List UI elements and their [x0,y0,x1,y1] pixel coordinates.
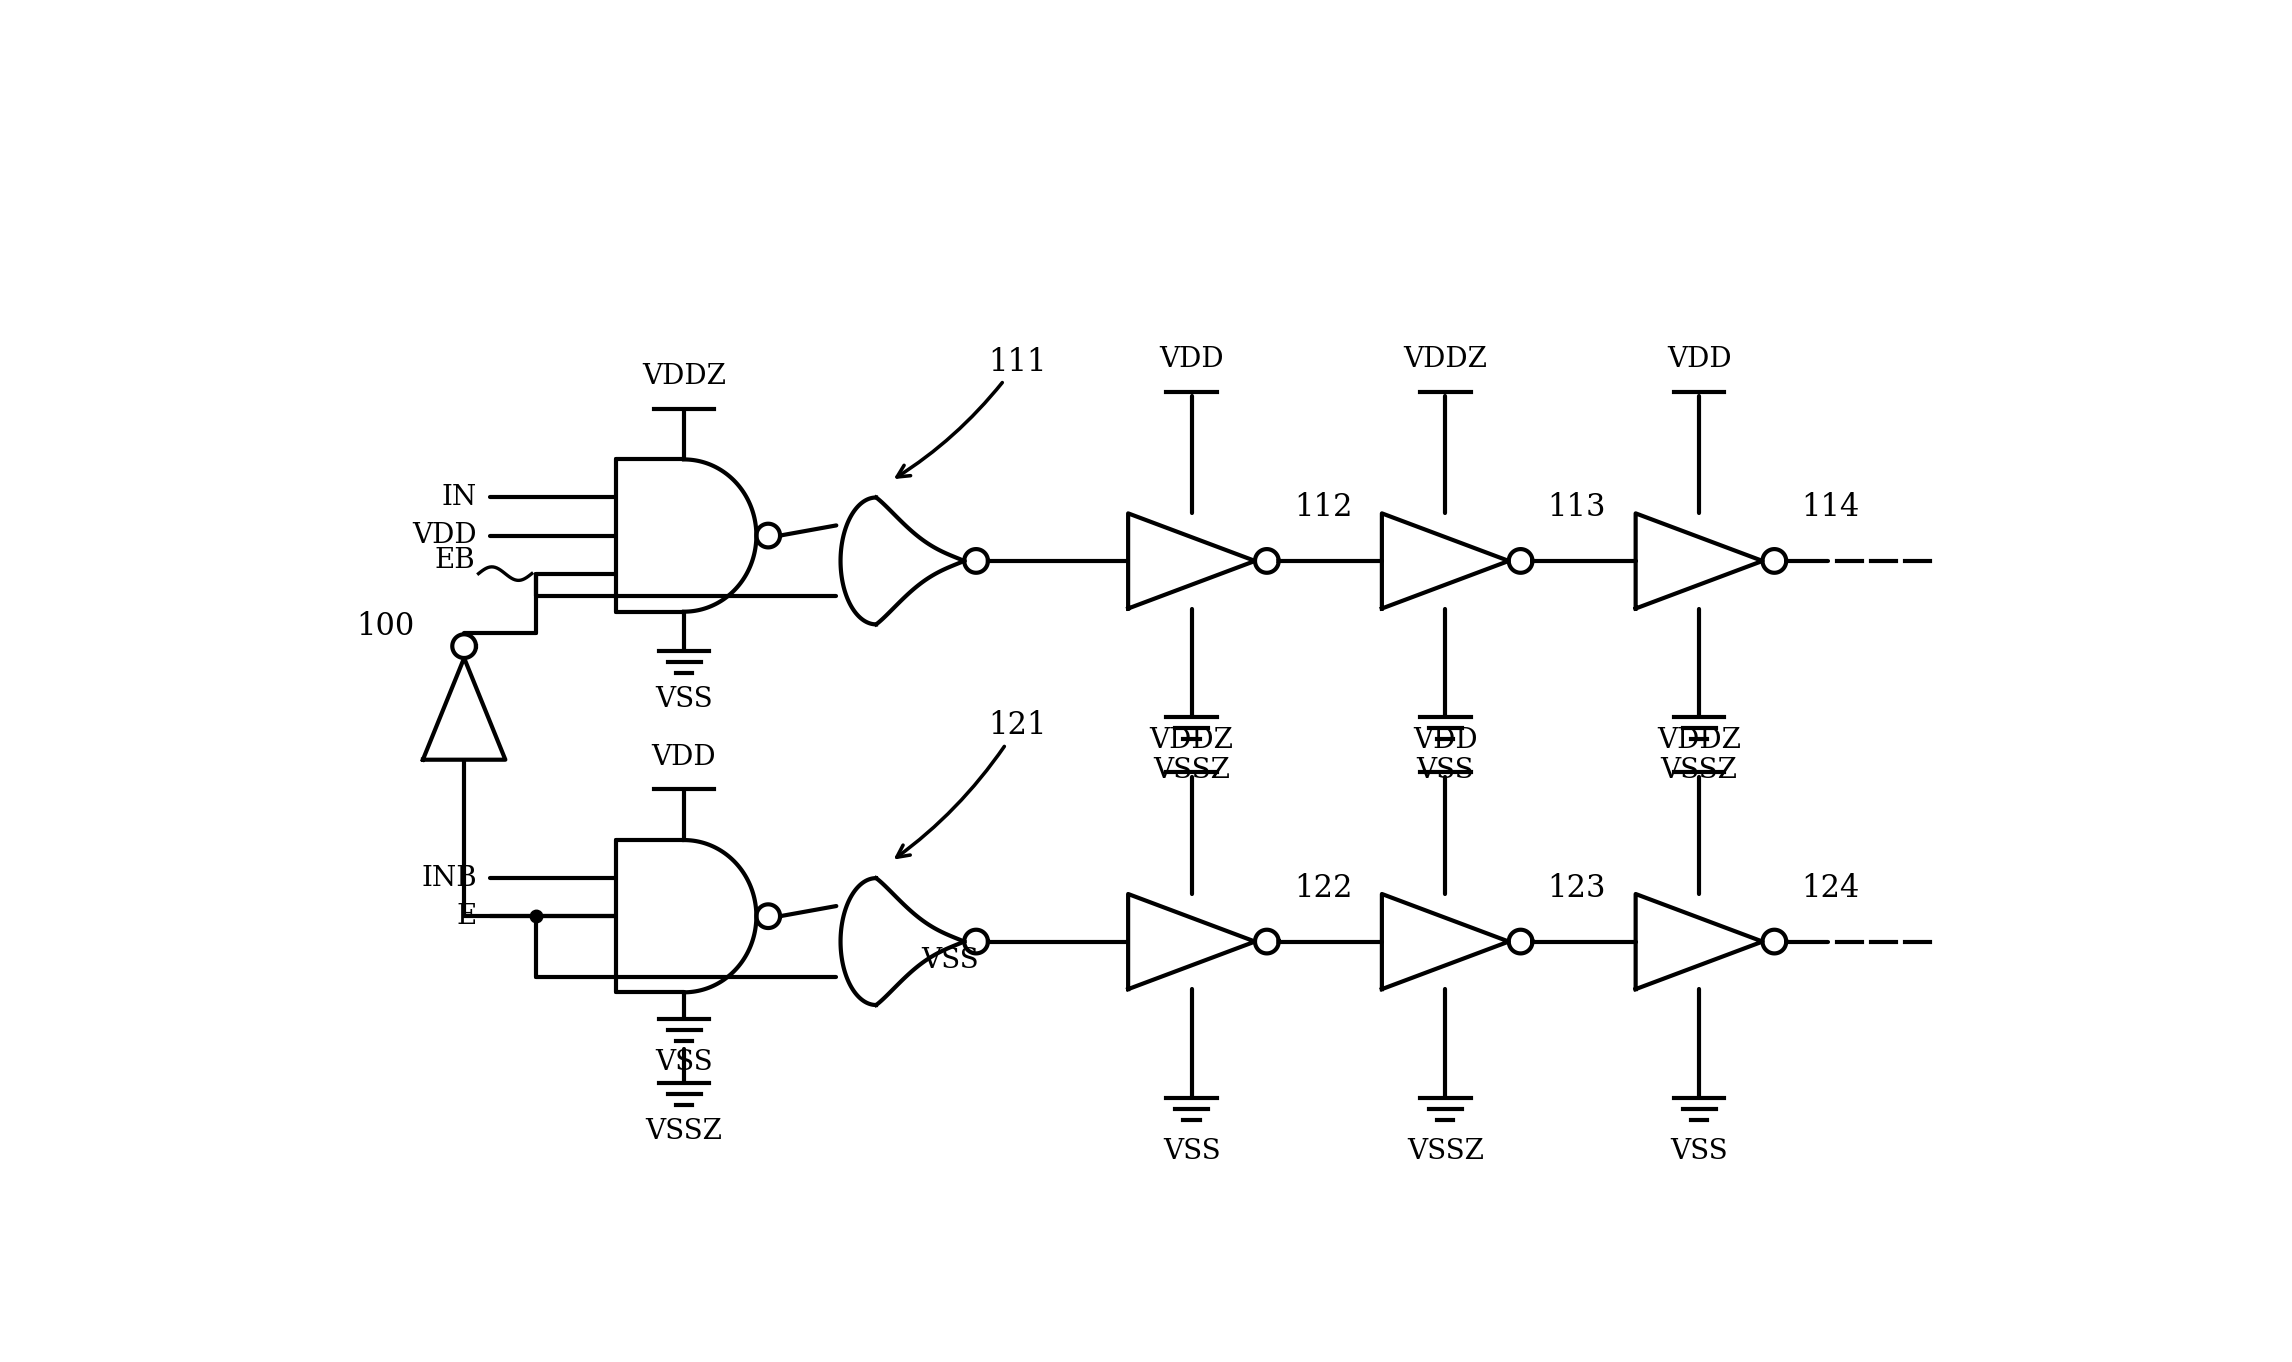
Text: VSS: VSS [921,947,979,974]
Text: VDDZ: VDDZ [1657,727,1742,753]
Text: VDD: VDD [413,522,477,549]
Text: 121: 121 [896,711,1047,857]
Text: 111: 111 [896,346,1047,477]
Text: VDD: VDD [651,744,717,771]
Text: VSSZ: VSSZ [1407,1137,1483,1165]
Text: VSSZ: VSSZ [1662,757,1737,785]
Text: VDD: VDD [1160,346,1224,373]
Text: 122: 122 [1295,873,1352,903]
Text: VDD: VDD [1666,346,1730,373]
Text: VSS: VSS [1162,1137,1219,1165]
Text: 113: 113 [1547,492,1607,523]
Text: 124: 124 [1802,873,1859,903]
Text: 114: 114 [1802,492,1859,523]
Text: VSS: VSS [1671,1137,1728,1165]
Text: VSSZ: VSSZ [646,1117,722,1144]
Text: EB: EB [435,548,474,575]
Text: 112: 112 [1295,492,1352,523]
Text: VDDZ: VDDZ [642,364,727,390]
Text: VDDZ: VDDZ [1403,346,1488,373]
Text: VSS: VSS [656,686,713,714]
Text: INB: INB [422,865,477,892]
Text: VSSZ: VSSZ [1153,757,1231,785]
Text: VDD: VDD [1412,727,1478,753]
Text: VSS: VSS [656,1049,713,1076]
Text: E: E [456,903,477,930]
Text: VDDZ: VDDZ [1151,727,1233,753]
Text: VSS: VSS [1416,757,1474,785]
Text: 123: 123 [1547,873,1607,903]
Text: 100: 100 [355,612,415,643]
Text: IN: IN [442,484,477,511]
